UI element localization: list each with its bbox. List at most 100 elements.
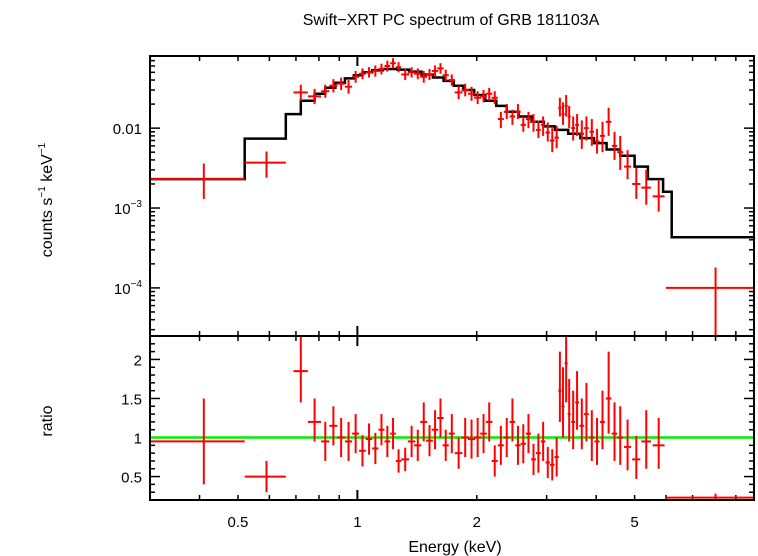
ratio-point: [244, 460, 286, 493]
ratio-point: [589, 410, 595, 461]
data-point: [575, 114, 579, 136]
ratio-point: [150, 398, 245, 485]
data-point: [554, 126, 559, 149]
ratio-point: [454, 437, 463, 469]
data-point: [503, 104, 510, 120]
y-tick-label: 10−4: [114, 279, 143, 298]
top-points: [150, 58, 754, 336]
ratio-point: [623, 419, 632, 471]
data-point: [491, 91, 498, 105]
top-panel: 0.01 10−3 10−4: [113, 55, 755, 337]
y-tick-label: 2: [134, 352, 142, 369]
data-point: [395, 62, 402, 73]
ratio-point: [401, 447, 410, 472]
ratio-point: [584, 382, 589, 442]
ratio-point: [509, 398, 516, 442]
ratio-point: [550, 449, 555, 481]
y-tick-exp: −4: [131, 279, 143, 290]
ratio-point: [594, 418, 600, 465]
data-point: [378, 63, 385, 75]
ratio-point: [515, 425, 521, 465]
data-point: [442, 69, 449, 81]
data-point: [589, 119, 595, 146]
data-point: [352, 70, 360, 83]
bottom-frame: [149, 335, 755, 501]
data-point: [564, 94, 568, 117]
data-point: [461, 83, 469, 97]
data-point: [561, 102, 565, 125]
ratio-point: [491, 445, 498, 477]
ratio-point: [448, 414, 455, 454]
ratio-point: [352, 414, 360, 454]
chart-title: Swift−XRT PC spectrum of GRB 181103A: [303, 12, 600, 29]
ratio-point: [525, 414, 532, 454]
ratio-point: [480, 414, 487, 454]
data-point: [431, 65, 439, 77]
ratio-point: [442, 429, 449, 461]
data-point: [545, 122, 551, 142]
data-point: [579, 120, 585, 149]
data-point: [584, 116, 589, 141]
y-tick-label: 1.5: [121, 391, 142, 408]
ratio-point: [474, 418, 482, 458]
data-point: [558, 97, 562, 117]
ratio-point: [567, 378, 571, 442]
data-point: [467, 86, 476, 101]
data-point: [448, 74, 455, 86]
data-point: [666, 267, 754, 336]
data-point: [426, 68, 433, 81]
ratio-point: [372, 432, 379, 465]
data-point: [535, 120, 541, 139]
ratio-point: [307, 398, 322, 442]
ratio-point: [545, 446, 551, 479]
ratio-point: [293, 336, 308, 403]
ratio-point: [503, 418, 510, 458]
data-point: [293, 84, 308, 101]
ratio-point: [337, 418, 345, 458]
ratio-point: [605, 351, 612, 434]
data-point: [540, 116, 546, 136]
ratio-point: [329, 406, 338, 446]
data-point: [485, 87, 493, 101]
ratio-point: [365, 423, 373, 455]
model-group: [150, 67, 754, 239]
ratio-point: [344, 421, 353, 461]
ratio-point: [535, 433, 541, 473]
ratio-point: [395, 449, 402, 473]
y-tick-label: 1: [134, 431, 142, 448]
ratio-point: [485, 402, 493, 442]
ratio-point: [414, 429, 422, 461]
data-point: [244, 151, 286, 178]
ratio-point: [407, 425, 416, 458]
data-point: [390, 58, 396, 69]
ratio-point: [554, 437, 559, 477]
ratio-point: [520, 424, 526, 464]
data-point: [307, 88, 322, 105]
x-tick-label: 2: [473, 514, 481, 531]
data-point: [641, 169, 652, 205]
data-point: [420, 70, 428, 83]
ylabel-exp1: −1: [37, 186, 48, 198]
data-point: [372, 65, 379, 77]
data-point: [365, 67, 373, 78]
y-tick-base: 10: [114, 281, 131, 298]
y-tick-label: 10−3: [114, 199, 143, 218]
data-point: [384, 60, 391, 72]
data-point: [520, 116, 526, 132]
data-point: [531, 114, 536, 132]
data-point: [594, 128, 600, 154]
ratio-point: [321, 421, 330, 461]
ratio-point: [575, 371, 579, 430]
data-point: [632, 167, 641, 199]
y-tick-label: 0.01: [113, 121, 142, 138]
data-point: [150, 163, 245, 199]
data-point: [321, 84, 330, 98]
ylabel-exp2: −1: [37, 142, 48, 154]
data-point: [474, 91, 482, 105]
ratio-point: [531, 443, 536, 476]
ratio-point: [467, 419, 476, 459]
data-point: [329, 79, 338, 93]
ratio-point: [378, 414, 385, 446]
data-point: [623, 150, 632, 180]
